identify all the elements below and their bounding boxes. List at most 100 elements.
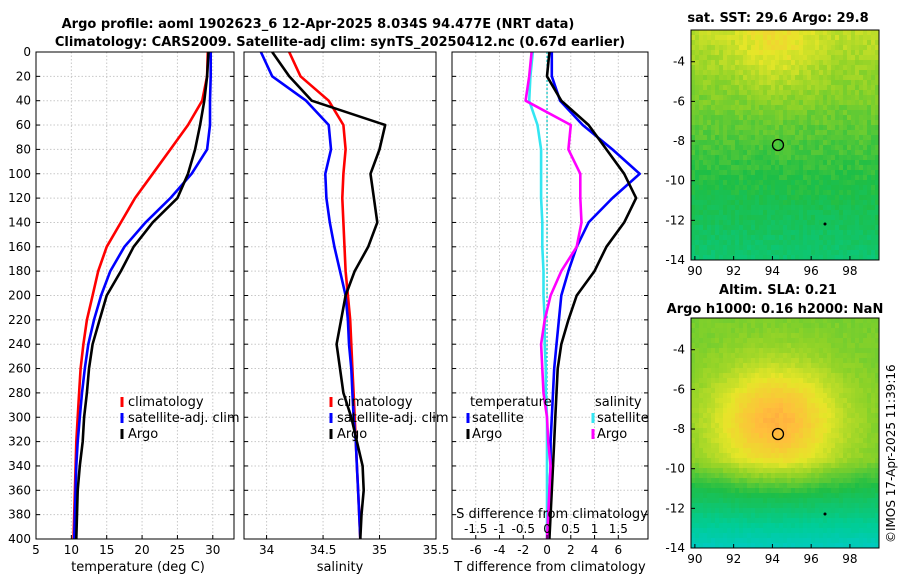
map-cell <box>803 528 808 534</box>
map-cell <box>787 140 792 146</box>
sla-dot-marker <box>823 512 827 516</box>
map-cell <box>767 55 772 61</box>
map-cell <box>823 35 828 41</box>
map-cell <box>703 388 708 394</box>
map-cell <box>783 393 788 399</box>
map-cell <box>799 353 804 359</box>
map-cell <box>751 323 756 329</box>
map-cell <box>851 453 856 459</box>
map-cell <box>751 210 756 216</box>
map-cell <box>707 513 712 519</box>
map-cell <box>723 368 728 374</box>
map-cell <box>755 45 760 51</box>
map-cell <box>711 453 716 459</box>
map-cell <box>823 75 828 81</box>
map-cell <box>763 438 768 444</box>
map-cell <box>715 488 720 494</box>
map-cell <box>703 358 708 364</box>
map-cell <box>723 363 728 369</box>
map-cell <box>699 120 704 126</box>
map-cell <box>827 190 832 196</box>
map-cell <box>779 403 784 409</box>
map-cell <box>763 333 768 339</box>
map-cell <box>875 403 880 409</box>
map-cell <box>731 125 736 131</box>
map-cell <box>743 190 748 196</box>
map-cell <box>775 230 780 236</box>
map-cell <box>827 428 832 434</box>
map-cell <box>815 115 820 121</box>
map-cell <box>787 70 792 76</box>
map-cell <box>699 45 704 51</box>
map-cell <box>859 220 864 226</box>
map-cell <box>819 458 824 464</box>
map-cell <box>715 215 720 221</box>
map-cell <box>755 523 760 529</box>
map-cell <box>707 250 712 256</box>
map-cell <box>803 418 808 424</box>
map-cell <box>847 358 852 364</box>
map-cell <box>751 533 756 539</box>
map-cell <box>795 378 800 384</box>
map-cell <box>803 230 808 236</box>
map-cell <box>827 353 832 359</box>
map-cell <box>699 135 704 141</box>
map-cell <box>755 328 760 334</box>
map-cell <box>787 458 792 464</box>
map-cell <box>839 368 844 374</box>
map-cell <box>839 543 844 549</box>
map-cell <box>831 498 836 504</box>
map-cell <box>771 503 776 509</box>
map-cell <box>799 120 804 126</box>
map-cell <box>807 225 812 231</box>
map-cell <box>791 538 796 544</box>
map-cell <box>723 468 728 474</box>
map-cell <box>779 448 784 454</box>
map-cell <box>867 418 872 424</box>
map-cell <box>711 65 716 71</box>
map-cell <box>775 393 780 399</box>
map-cell <box>815 343 820 349</box>
map-cell <box>799 55 804 61</box>
map-cell <box>719 165 724 171</box>
map-cell <box>867 205 872 211</box>
map-cell <box>843 418 848 424</box>
map-cell <box>747 383 752 389</box>
map-cell <box>815 353 820 359</box>
map-cell <box>835 378 840 384</box>
map-cell <box>863 503 868 509</box>
map-cell <box>855 403 860 409</box>
map-cell <box>863 155 868 161</box>
map-cell <box>783 45 788 51</box>
map-cell <box>819 523 824 529</box>
map-cell <box>851 165 856 171</box>
map-cell <box>719 240 724 246</box>
map-cell <box>811 428 816 434</box>
map-cell <box>775 453 780 459</box>
map-cell <box>703 373 708 379</box>
map-cell <box>747 70 752 76</box>
map-cell <box>827 40 832 46</box>
map-cell <box>707 125 712 131</box>
map-cell <box>799 328 804 334</box>
map-cell <box>803 225 808 231</box>
map-cell <box>755 130 760 136</box>
map-cell <box>815 195 820 201</box>
map-cell <box>863 120 868 126</box>
map-cell <box>703 498 708 504</box>
sla-map-image <box>691 318 880 549</box>
map-cell <box>695 90 700 96</box>
map-cell <box>855 195 860 201</box>
map-cell <box>815 483 820 489</box>
map-cell <box>775 145 780 151</box>
map-cell <box>807 328 812 334</box>
map-cell <box>743 358 748 364</box>
map-cell <box>775 418 780 424</box>
map-cell <box>771 418 776 424</box>
map-cell <box>867 503 872 509</box>
map-cell <box>795 458 800 464</box>
map-cell <box>823 483 828 489</box>
map-cell <box>791 418 796 424</box>
map-cell <box>831 458 836 464</box>
map-cell <box>715 225 720 231</box>
